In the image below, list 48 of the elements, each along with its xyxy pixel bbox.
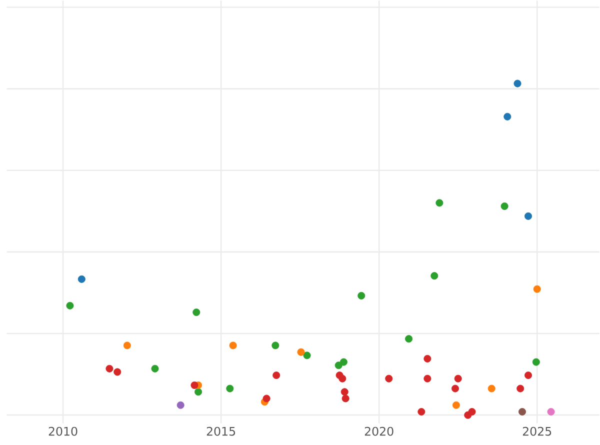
x-tick-label: 2010 xyxy=(48,426,78,436)
point xyxy=(514,80,522,88)
point xyxy=(385,374,393,382)
point xyxy=(229,342,237,350)
point xyxy=(518,408,526,416)
point xyxy=(272,342,280,350)
point xyxy=(176,401,184,409)
point xyxy=(532,358,540,366)
point xyxy=(297,348,305,356)
point xyxy=(430,272,438,280)
point xyxy=(424,374,432,382)
point xyxy=(123,342,131,350)
point xyxy=(524,212,532,220)
point xyxy=(226,384,234,392)
point xyxy=(106,364,114,372)
point xyxy=(78,275,86,283)
point xyxy=(303,352,311,360)
point xyxy=(452,401,460,409)
point xyxy=(533,285,541,293)
point xyxy=(338,374,346,382)
point xyxy=(262,394,270,402)
x-tick-label: 2015 xyxy=(206,426,236,436)
point xyxy=(436,199,444,207)
point xyxy=(151,364,159,372)
point xyxy=(547,408,555,416)
point xyxy=(451,384,459,392)
point xyxy=(500,202,508,210)
point xyxy=(340,388,348,396)
point xyxy=(524,371,532,379)
point xyxy=(342,394,350,402)
point xyxy=(340,358,348,366)
point xyxy=(114,368,122,376)
point xyxy=(192,308,200,316)
point xyxy=(454,374,462,382)
x-tick-label: 2025 xyxy=(522,426,552,436)
point xyxy=(468,408,476,416)
x-tick-label: 2020 xyxy=(364,426,394,436)
point xyxy=(194,388,202,396)
point xyxy=(504,112,512,120)
point xyxy=(358,292,366,300)
point xyxy=(190,381,198,389)
point xyxy=(516,384,524,392)
point xyxy=(424,354,432,362)
point xyxy=(418,408,426,416)
point xyxy=(405,335,413,343)
point xyxy=(488,384,496,392)
point xyxy=(272,371,280,379)
point xyxy=(66,302,74,310)
